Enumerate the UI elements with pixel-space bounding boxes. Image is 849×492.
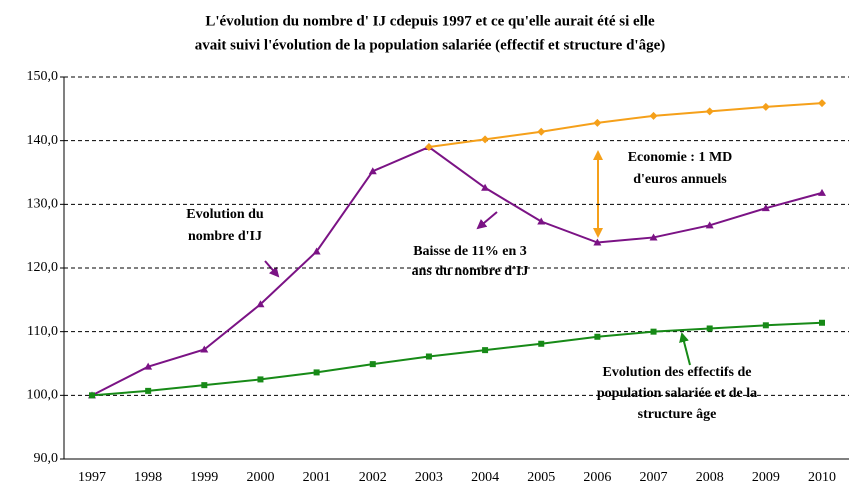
x-tick-label: 1997 <box>78 470 106 485</box>
point <box>145 387 152 394</box>
annotation-arrow <box>679 332 691 366</box>
point <box>537 217 546 225</box>
chart-title: avait suivi l'évolution de la population… <box>195 37 666 53</box>
x-tick-label: 2010 <box>808 470 836 485</box>
y-tick-label: 150,0 <box>27 69 59 84</box>
x-tick-label: 2001 <box>303 470 331 485</box>
point <box>368 167 377 175</box>
x-tick-label: 2007 <box>640 470 668 485</box>
point <box>649 233 658 241</box>
point <box>424 143 433 152</box>
annotation: d'euros annuels <box>633 172 727 187</box>
point <box>537 127 546 136</box>
point <box>706 325 713 332</box>
point <box>761 102 770 111</box>
point <box>313 369 320 376</box>
point <box>818 99 826 108</box>
x-tick-label: 1998 <box>134 470 162 485</box>
point <box>593 238 602 246</box>
point <box>369 361 376 368</box>
point <box>481 135 490 144</box>
series-line <box>91 321 823 397</box>
point <box>761 204 770 212</box>
point <box>481 183 490 191</box>
y-tick-label: 110,0 <box>27 324 58 339</box>
y-tick-label: 100,0 <box>27 388 59 403</box>
x-tick-label: 2004 <box>471 470 499 485</box>
y-tick-label: 130,0 <box>27 197 59 212</box>
point <box>594 333 601 340</box>
x-tick-label: 2003 <box>415 470 443 485</box>
x-tick-label: 2009 <box>752 470 780 485</box>
point <box>89 392 95 399</box>
point <box>593 118 602 127</box>
y-tick-label: 90,0 <box>34 451 59 466</box>
point <box>201 382 208 389</box>
annotation: Evolution du <box>186 207 264 222</box>
annotation: nombre d'IJ <box>188 229 262 244</box>
x-tick-label: 2000 <box>246 470 274 485</box>
annotation: Baisse de 11% en 3 <box>413 244 527 259</box>
annotation: Economie : 1 MD <box>628 150 733 165</box>
annotation: ans du nombre d'IJ <box>412 264 529 279</box>
point <box>650 328 657 335</box>
point <box>705 107 714 116</box>
point <box>200 345 209 353</box>
point <box>482 347 489 354</box>
point <box>312 247 321 255</box>
point <box>819 319 825 326</box>
point <box>762 322 769 329</box>
x-tick-label: 2002 <box>359 470 387 485</box>
series-line <box>91 145 823 397</box>
x-tick-label: 2008 <box>696 470 724 485</box>
y-tick-label: 140,0 <box>27 133 59 148</box>
point <box>705 221 714 229</box>
annotation-arrow <box>264 260 280 278</box>
point <box>144 362 153 370</box>
y-tick-label: 120,0 <box>27 260 59 275</box>
annotation-arrow <box>476 211 498 230</box>
point <box>256 300 265 308</box>
point <box>649 111 658 120</box>
x-tick-label: 1999 <box>190 470 218 485</box>
annotation: structure âge <box>638 407 717 422</box>
annotation: Evolution des effectifs de <box>603 365 752 380</box>
annotation: population salariée et de la <box>597 386 757 401</box>
point <box>538 340 545 347</box>
x-tick-label: 2005 <box>527 470 555 485</box>
series-line <box>428 102 823 149</box>
point <box>425 353 432 360</box>
point <box>818 188 826 196</box>
point <box>257 376 264 383</box>
chart-title: L'évolution du nombre d' IJ cdepuis 1997… <box>205 13 655 29</box>
x-tick-label: 2006 <box>583 470 611 485</box>
